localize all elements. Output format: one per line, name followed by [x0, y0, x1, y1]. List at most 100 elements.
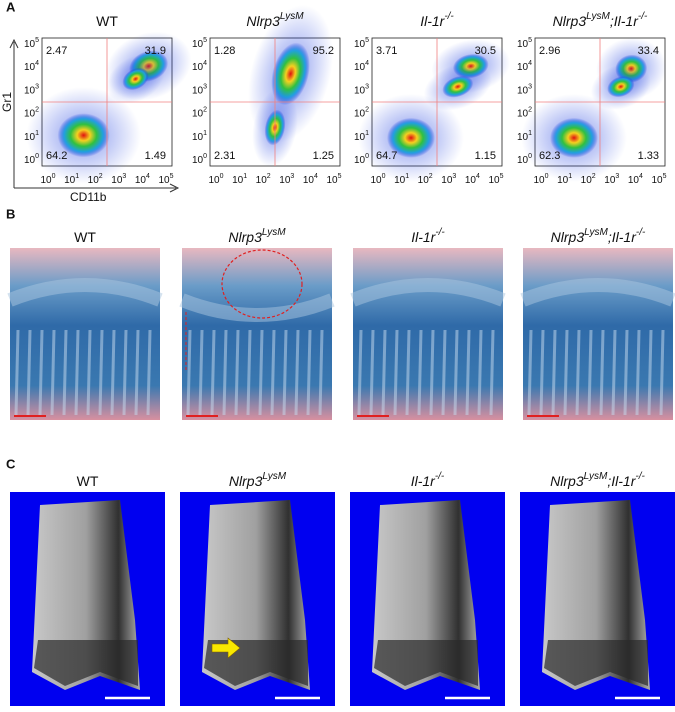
title-part: LysM	[584, 227, 608, 238]
quadrant-percent: 1.49	[145, 150, 166, 162]
axis-arrow	[9, 38, 19, 188]
tick-base: 10	[517, 155, 529, 166]
cell-column	[122, 329, 128, 416]
tick-base: 10	[192, 131, 204, 142]
quadrant-percent: 64.2	[46, 150, 67, 162]
title-part: Il-1r	[411, 229, 436, 245]
histology-image	[182, 248, 332, 420]
tick-exponent: 4	[365, 61, 369, 68]
tick-label: 101	[354, 130, 369, 142]
genotype-title: Nlrp3LysM;Il-1r-/-	[553, 11, 648, 29]
title-part: -/-	[435, 471, 445, 482]
tick-label: 104	[24, 61, 39, 73]
cell-column	[146, 329, 152, 416]
tick-base: 10	[418, 175, 430, 186]
title-part: ;Il-1r	[607, 473, 636, 489]
cell-column	[14, 329, 20, 416]
cell-column	[575, 329, 581, 416]
cell-column	[647, 329, 653, 416]
tick-exponent: 1	[203, 130, 207, 137]
tick-label: 102	[256, 173, 271, 185]
tick-base: 10	[192, 39, 204, 50]
tick-exponent: 5	[663, 173, 667, 180]
quadrant-percent: 1.25	[313, 150, 334, 162]
cell-column	[453, 329, 459, 416]
tick-label: 104	[192, 61, 207, 73]
cell-column	[210, 329, 216, 416]
tick-exponent: 4	[35, 61, 39, 68]
tick-exponent: 4	[528, 61, 532, 68]
tick-base: 10	[354, 131, 366, 142]
tick-exponent: 0	[203, 153, 207, 160]
x-axis-label: CD11b	[70, 190, 107, 204]
genotype-title: WT	[74, 229, 96, 245]
tick-base: 10	[557, 175, 569, 186]
tick-exponent: 2	[592, 173, 596, 180]
title-part: Il-1r	[411, 473, 436, 489]
tick-base: 10	[354, 62, 366, 73]
tick-base: 10	[441, 175, 453, 186]
cell-column	[489, 329, 495, 416]
cell-column	[381, 329, 387, 416]
tick-exponent: 3	[528, 84, 532, 91]
title-part: -/-	[635, 471, 645, 482]
tick-base: 10	[158, 175, 170, 186]
tick-base: 10	[354, 85, 366, 96]
y-axis-label: Gr1	[0, 92, 14, 112]
cell-column	[587, 329, 593, 416]
genotype-title: Il-1r-/-	[411, 227, 445, 245]
tick-base: 10	[517, 62, 529, 73]
title-part: WT	[96, 13, 118, 29]
genotype-title: Il-1r-/-	[420, 11, 454, 29]
tick-base: 10	[354, 39, 366, 50]
tick-base: 10	[303, 175, 315, 186]
tick-label: 102	[418, 173, 433, 185]
panel-letter: C	[6, 456, 16, 471]
tick-base: 10	[533, 175, 545, 186]
title-part: Nlrp3	[246, 13, 280, 29]
quadrant-percent: 31.9	[145, 45, 166, 57]
genotype-title: WT	[77, 473, 99, 489]
tick-label: 100	[517, 153, 532, 165]
tick-base: 10	[628, 175, 640, 186]
cell-column	[270, 329, 276, 416]
title-part: Nlrp3	[553, 13, 587, 29]
tick-exponent: 2	[528, 107, 532, 114]
tick-exponent: 4	[203, 61, 207, 68]
cell-column	[357, 329, 363, 416]
genotype-title: Nlrp3LysM;Il-1r-/-	[550, 471, 645, 489]
tick-base: 10	[465, 175, 477, 186]
tick-base: 10	[208, 175, 220, 186]
tick-exponent: 2	[99, 173, 103, 180]
cell-column	[318, 329, 324, 416]
tick-base: 10	[517, 108, 529, 119]
title-part: LysM	[584, 471, 608, 482]
cell-column	[539, 329, 545, 416]
tick-label: 100	[40, 173, 55, 185]
cell-column	[429, 329, 435, 416]
tick-base: 10	[192, 85, 204, 96]
cell-column	[50, 329, 56, 416]
cell-column	[62, 329, 68, 416]
tick-label: 104	[354, 61, 369, 73]
event-density	[122, 67, 149, 91]
cell-column	[599, 329, 605, 416]
tick-exponent: 0	[220, 173, 224, 180]
cell-column	[74, 329, 80, 416]
cell-column	[234, 329, 240, 416]
tick-label: 100	[370, 173, 385, 185]
cell-column	[294, 329, 300, 416]
tick-base: 10	[24, 155, 36, 166]
title-part: -/-	[638, 11, 648, 22]
tick-exponent: 2	[429, 173, 433, 180]
cell-column	[477, 329, 483, 416]
highlight-circle	[221, 249, 303, 319]
tick-label: 105	[517, 37, 532, 49]
quadrant-percent: 2.47	[46, 45, 67, 57]
title-part: -/-	[435, 227, 445, 238]
title-part: ;Il-1r	[608, 229, 637, 245]
title-part: -/-	[636, 227, 646, 238]
cell-column	[110, 329, 116, 416]
cell-column	[611, 329, 617, 416]
